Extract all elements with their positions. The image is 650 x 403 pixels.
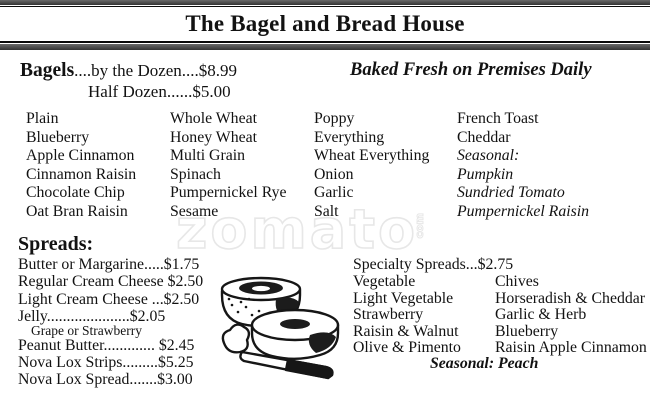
jelly-varieties-note: Grape or Strawberry: [31, 323, 142, 338]
specialty-spreads-heading: Specialty Spreads...$2.75: [353, 256, 514, 273]
flavor-item: Apple Cinnamon: [26, 147, 135, 165]
spread-price-line: Light Cream Cheese ...$2.50: [18, 291, 200, 308]
page-title: The Bagel and Bread House: [185, 11, 465, 36]
flavor-item: Pumpernickel Rye: [170, 184, 287, 202]
flavor-item: Poppy: [314, 110, 355, 127]
flavor-column-2: Whole Wheat Honey Wheat Multi Grain Spin…: [170, 110, 287, 222]
specialty-item: Chives: [495, 273, 539, 290]
flavor-item: Cheddar: [457, 128, 511, 146]
spread-price-line: Butter or Margarine.....$1.75: [18, 256, 200, 273]
flavor-item: Cinnamon Raisin: [26, 165, 137, 183]
flavor-item: Salt: [314, 202, 339, 220]
flavor-column-3: Poppy Everything Wheat Everything Onion …: [314, 110, 429, 222]
flavor-item: Plain: [26, 110, 59, 127]
flavor-item: Chocolate Chip: [26, 184, 125, 202]
specialty-item: Vegetable: [353, 273, 416, 290]
header-bottom-rule: [0, 41, 650, 43]
flavor-item: French Toast: [457, 110, 539, 127]
flavor-item: Oat Bran Raisin: [26, 202, 128, 220]
flavor-item: Spinach: [170, 165, 221, 183]
flavor-item: Everything: [314, 128, 385, 146]
half-dozen-price-line: Half Dozen......$5.00: [88, 82, 231, 101]
flavor-item: Wheat Everything: [314, 147, 430, 165]
flavor-item-seasonal: Sundried Tomato: [457, 184, 565, 202]
specialty-column-1: Vegetable Light Vegetable Strawberry Rai…: [353, 273, 461, 357]
specialty-item: Raisin Apple Cinnamon: [495, 339, 647, 357]
specialty-column-2: Chives Horseradish & Cheddar Garlic & He…: [495, 273, 647, 357]
zomato-watermark: zomato: [175, 197, 419, 262]
specialty-item: Strawberry: [353, 306, 424, 324]
flavor-item-seasonal: Pumpernickel Raisin: [457, 202, 590, 220]
flavor-item: Honey Wheat: [170, 128, 257, 146]
flavor-column-1: Plain Blueberry Apple Cinnamon Cinnamon …: [26, 110, 136, 222]
bagels-knife-illustration: [220, 276, 340, 380]
specialty-seasonal-note: Seasonal: Peach: [430, 355, 539, 372]
baked-fresh-tagline: Baked Fresh on Premises Daily: [350, 60, 592, 80]
spread-price-line: Regular Cream Cheese $2.50: [18, 273, 204, 290]
flavor-item: Onion: [314, 165, 354, 183]
spread-price-line: Peanut Butter............. $2.45: [18, 337, 195, 354]
header-top-bar: [0, 0, 650, 5]
bagels-heading: Bagels: [20, 60, 75, 81]
bagels-price-line: Bagels....by the Dozen....$8.99: [20, 60, 237, 82]
specialty-item: Raisin & Walnut: [353, 322, 459, 340]
flavor-item: Whole Wheat: [170, 110, 257, 127]
specialty-item: Blueberry: [495, 322, 559, 340]
specialty-item: Horseradish & Cheddar: [495, 289, 646, 307]
specialty-item: Light Vegetable: [353, 289, 454, 307]
spread-price-line: Nova Lox Strips.........$5.25: [18, 354, 194, 371]
spread-price-line: Jelly.....................$2.05: [18, 308, 166, 325]
seasonal-label: Seasonal:: [457, 147, 520, 165]
flavor-item-seasonal: Pumpkin: [457, 165, 514, 183]
specialty-item: Garlic & Herb: [495, 306, 587, 324]
spread-price-line: Nova Lox Spread.......$3.00: [18, 371, 193, 388]
flavor-item: Multi Grain: [170, 147, 246, 165]
header-top-rule: [0, 5, 650, 8]
flavor-item: Blueberry: [26, 128, 90, 146]
spreads-heading: Spreads:: [18, 233, 94, 255]
flavor-column-4: French Toast Cheddar Seasonal: Pumpkin S…: [457, 110, 589, 222]
bagels-dozen-price: ....by the Dozen....$8.99: [74, 61, 238, 80]
flavor-item: Garlic: [314, 184, 354, 202]
specialty-item: Olive & Pimento: [353, 339, 461, 357]
flavor-item: Sesame: [170, 202, 219, 220]
header-bottom-bar: [0, 44, 650, 50]
